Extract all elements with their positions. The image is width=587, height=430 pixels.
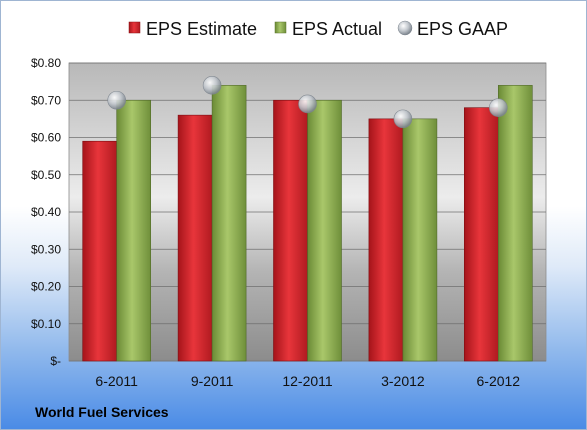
- x-axis: 6-2011 9-2011 12-2011 3-2012 6-2012: [95, 373, 520, 389]
- y-tick-label: $0.80: [31, 56, 61, 70]
- y-tick-label: $0.60: [31, 131, 61, 145]
- legend-item-gaap: EPS GAAP: [397, 19, 508, 39]
- legend-swatch-gaap: [397, 20, 413, 36]
- y-tick-label: $0.50: [31, 168, 61, 182]
- y-tick-label: $0.20: [31, 280, 61, 294]
- y-tick-label: $0.40: [31, 205, 61, 219]
- legend-item-estimate: EPS Estimate: [128, 19, 257, 39]
- x-tick-label: 6-2012: [477, 373, 521, 389]
- bar-estimate: [82, 140, 117, 362]
- gaap-marker: [393, 109, 413, 129]
- legend-item-actual: EPS Actual: [274, 19, 382, 39]
- x-tick-label: 9-2011: [191, 373, 234, 389]
- gaap-marker: [488, 98, 508, 117]
- company-name: World Fuel Services: [35, 404, 169, 420]
- gaap-markers: [107, 76, 508, 129]
- gaap-marker: [202, 76, 222, 95]
- x-tick-label: 12-2011: [282, 373, 333, 389]
- legend-swatch-actual: [274, 21, 287, 34]
- legend-label-estimate: EPS Estimate: [146, 19, 257, 39]
- bar-estimate: [177, 114, 213, 362]
- bar-actual: [402, 118, 438, 362]
- gaap-marker: [107, 90, 126, 110]
- legend-label-gaap: EPS GAAP: [417, 19, 508, 39]
- y-axis: $- $0.10 $0.20 $0.30 $0.40 $0.50 $0.60 $0.70 $0.…: [31, 56, 61, 368]
- legend: EPS Estimate EPS Actual EPS GAAP: [128, 19, 508, 39]
- bar-actual: [116, 99, 151, 362]
- x-tick-label: 6-2011: [95, 373, 138, 389]
- bar-estimate: [463, 107, 499, 362]
- bar-estimate: [273, 99, 308, 362]
- bar-estimate: [368, 118, 404, 362]
- bars: [82, 85, 533, 362]
- y-tick-label: $0.30: [31, 242, 61, 256]
- legend-label-actual: EPS Actual: [292, 19, 382, 39]
- x-tick-label: 3-2012: [381, 373, 425, 389]
- y-tick-label: $0.10: [31, 317, 61, 331]
- bar-actual: [497, 85, 533, 362]
- bar-actual: [307, 99, 342, 362]
- gaap-marker: [298, 94, 317, 114]
- legend-swatch-estimate: [128, 21, 141, 34]
- y-tick-label: $-: [50, 354, 61, 368]
- y-tick-label: $0.70: [31, 93, 61, 107]
- bar-actual: [211, 85, 247, 362]
